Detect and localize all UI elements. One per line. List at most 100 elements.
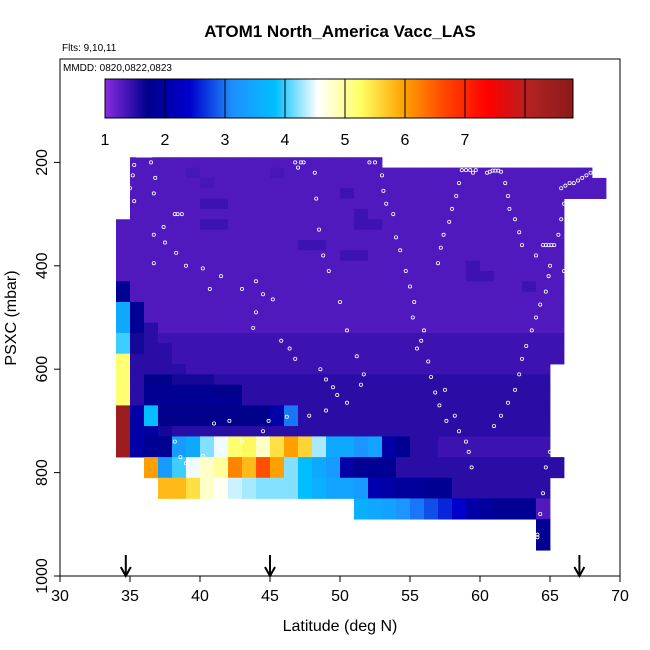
heatmap-cell [256,208,271,220]
track-point [437,403,442,408]
heatmap-cell [186,281,201,293]
track-point [151,261,156,266]
track-point [459,168,464,173]
heatmap-cell [466,446,481,458]
x-axis-label: Latitude (deg N) [283,618,398,635]
heatmap-cell [522,415,537,427]
heatmap-cell [438,353,453,365]
heatmap-cell [200,250,215,262]
heatmap-cell [214,477,229,489]
heatmap-cell [466,353,481,365]
track-point [505,193,510,198]
heatmap-cell [550,177,565,189]
heatmap-cell [340,353,355,365]
heatmap-cell [172,384,187,396]
track-point [312,170,317,175]
heatmap-cell [270,364,285,375]
heatmap-cell [424,270,439,282]
heatmap-cell [214,415,229,427]
heatmap-cell [256,488,271,499]
heatmap-cell [536,343,551,355]
heatmap-cell [410,467,425,479]
heatmap-cell [564,188,579,199]
heatmap-cell [508,260,523,272]
heatmap-cell [424,353,439,365]
track-point [498,413,503,418]
heatmap-cell [298,446,313,458]
heatmap-cell [228,436,243,448]
heatmap-cell [270,384,285,396]
heatmap-cell [326,291,341,303]
heatmap-cell [354,374,369,386]
heatmap-cell [340,415,355,427]
track-point [442,387,447,392]
track-point [132,199,137,204]
heatmap-cell [480,291,495,303]
heatmap-cell [186,270,201,282]
heatmap-cell [382,177,397,189]
heatmap-cell [354,333,369,344]
heatmap-cell [424,415,439,427]
track-point [260,292,265,297]
heatmap-cell [214,291,229,303]
heatmap-cell [452,239,467,251]
heatmap-cell [424,281,439,293]
heatmap-cell [354,291,369,303]
heatmap-cell [200,229,215,241]
track-point [239,439,244,444]
heatmap-cell [256,446,271,458]
heatmap-cell [508,415,523,427]
heatmap-cell [382,250,397,262]
heatmap-cell [396,415,411,427]
heatmap-cell [480,219,495,231]
heatmap-cell [144,301,159,313]
heatmap-cell [326,177,341,189]
track-point [151,191,156,196]
heatmap-cell [508,322,523,334]
heatmap-cell [522,364,537,375]
heatmap-cell [172,157,187,168]
heatmap-cell [228,405,243,417]
track-point [546,274,551,279]
track-point [517,372,522,377]
heatmap-cell [522,384,537,396]
heatmap-cell [354,177,369,189]
heatmap-cell [494,239,509,251]
heatmap-cell [144,270,159,282]
heatmap-cell [200,353,215,365]
heatmap-cell [158,312,173,324]
heatmap-cell [200,446,215,458]
heatmap-cell [242,395,257,406]
heatmap-cell [508,250,523,262]
heatmap-cell [452,446,467,458]
heatmap-cell [256,281,271,293]
track-point [253,310,258,315]
heatmap-cell [494,384,509,396]
heatmap-cell [130,353,145,365]
heatmap-cell [326,384,341,396]
heatmap-cell [298,436,313,448]
heatmap-cell [270,229,285,241]
heatmap-cell [312,250,327,262]
heatmap-cell [480,167,495,179]
heatmap-cell [270,157,285,168]
heatmap-cell [368,281,383,293]
heatmap-cell [424,508,439,520]
track-point [337,299,342,304]
track-point [200,266,205,271]
track-point [433,390,438,395]
heatmap-cell [396,364,411,375]
heatmap-cell [424,364,439,375]
heatmap-cell [200,188,215,199]
heatmap-cell [410,250,425,262]
track-point [127,186,132,191]
heatmap-cell [270,488,285,499]
heatmap-cell [424,250,439,262]
heatmap-cell [396,208,411,220]
x-tick-label: 50 [331,588,349,605]
heatmap-cell [396,457,411,468]
heatmap-cell [284,167,299,179]
track-point [227,418,232,423]
track-point [543,289,548,294]
heatmap-cell [508,457,523,468]
